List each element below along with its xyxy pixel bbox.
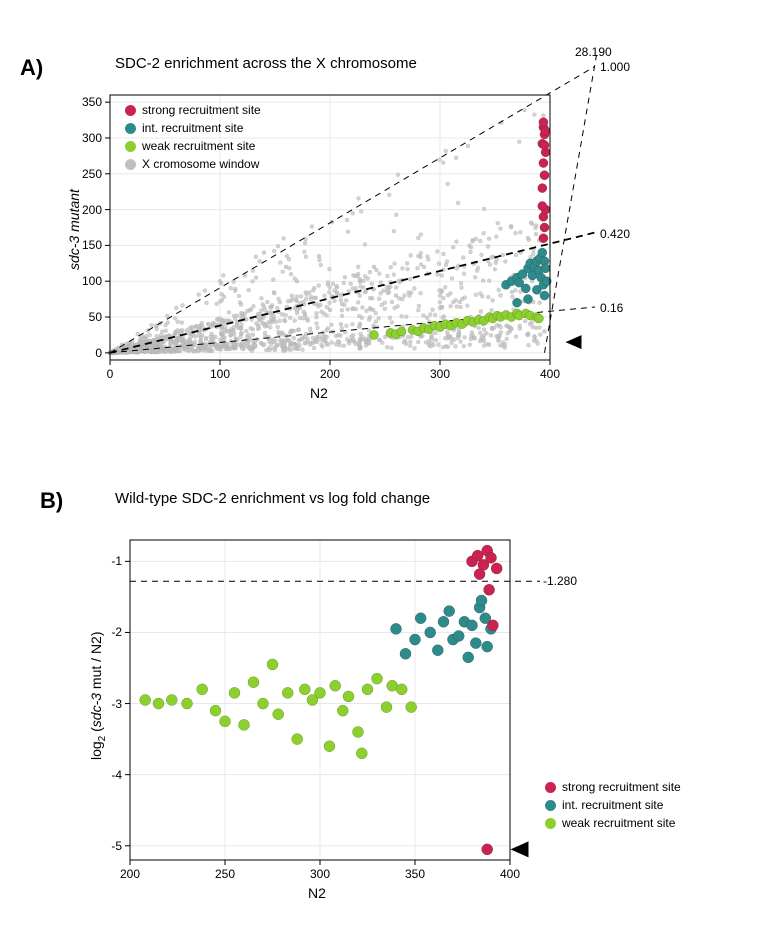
legend-item: weak recruitment site xyxy=(125,139,261,153)
legend-dot xyxy=(125,159,136,170)
legend-label: strong recruitment site xyxy=(142,103,261,117)
legend-label: weak recruitment site xyxy=(562,816,675,830)
legend-item: strong recruitment site xyxy=(125,103,261,117)
legend-dot xyxy=(545,782,556,793)
panel-a-ytick: 0 xyxy=(76,346,102,360)
panel-b-xlabel: N2 xyxy=(308,885,326,901)
panel-b-label: B) xyxy=(40,488,63,514)
panel-a-ytick: 350 xyxy=(76,95,102,109)
panel-b-ytick: -5 xyxy=(102,839,122,853)
panel-b-title: Wild-type SDC-2 enrichment vs log fold c… xyxy=(115,490,430,507)
anno-slope-016: 0.16 xyxy=(600,301,623,315)
panel-b-xtick: 200 xyxy=(120,867,140,881)
anno-slope-28: 28.190 xyxy=(575,45,612,59)
legend-item: weak recruitment site xyxy=(545,816,681,830)
panel-a-ytick: 300 xyxy=(76,131,102,145)
panel-a-xtick: 400 xyxy=(540,367,560,381)
panel-a-ytick: 100 xyxy=(76,274,102,288)
figure-page: A) SDC-2 enrichment across the X chromos… xyxy=(0,0,760,940)
panel-a-xtick: 300 xyxy=(430,367,450,381)
panel-a-xtick: 100 xyxy=(210,367,230,381)
legend-item: strong recruitment site xyxy=(545,780,681,794)
legend-label: strong recruitment site xyxy=(562,780,681,794)
legend-label: X cromosome window xyxy=(142,157,259,171)
panel-b-xtick: 350 xyxy=(405,867,425,881)
panel-b-ytick: -1 xyxy=(102,554,122,568)
panel-a-title: SDC-2 enrichment across the X chromosome xyxy=(115,55,417,72)
anno-hline: -1.280 xyxy=(543,574,577,588)
panel-a-xtick: 0 xyxy=(107,367,114,381)
legend-item: X cromosome window xyxy=(125,157,261,171)
legend-label: int. recruitment site xyxy=(142,121,243,135)
legend-dot xyxy=(545,818,556,829)
legend-label: weak recruitment site xyxy=(142,139,255,153)
panel-a-xtick: 200 xyxy=(320,367,340,381)
panel-b-ytick: -4 xyxy=(102,768,122,782)
legend-item: int. recruitment site xyxy=(545,798,681,812)
anno-slope-1: 1.000 xyxy=(600,60,630,74)
legend-label: int. recruitment site xyxy=(562,798,663,812)
legend-dot xyxy=(125,141,136,152)
panel-b-plot xyxy=(130,540,510,860)
panel-b-xtick: 400 xyxy=(500,867,520,881)
panel-a-ytick: 250 xyxy=(76,167,102,181)
panel-b-ylabel: log2 (sdc-3 mut / N2) xyxy=(88,631,108,760)
panel-b-xtick: 300 xyxy=(310,867,330,881)
legend-item: int. recruitment site xyxy=(125,121,261,135)
anno-slope-042: 0.420 xyxy=(600,227,630,241)
legend-dot xyxy=(545,800,556,811)
panel-a-ylabel: sdc-3 mutant xyxy=(66,189,82,270)
panel-b-legend: strong recruitment site int. recruitment … xyxy=(545,780,681,834)
panel-a-ytick: 50 xyxy=(76,310,102,324)
legend-dot xyxy=(125,105,136,116)
legend-dot xyxy=(125,123,136,134)
panel-a-xlabel: N2 xyxy=(310,385,328,401)
panel-a-label: A) xyxy=(20,55,43,81)
panel-b-xtick: 250 xyxy=(215,867,235,881)
panel-a-legend: strong recruitment site int. recruitment … xyxy=(125,103,261,175)
